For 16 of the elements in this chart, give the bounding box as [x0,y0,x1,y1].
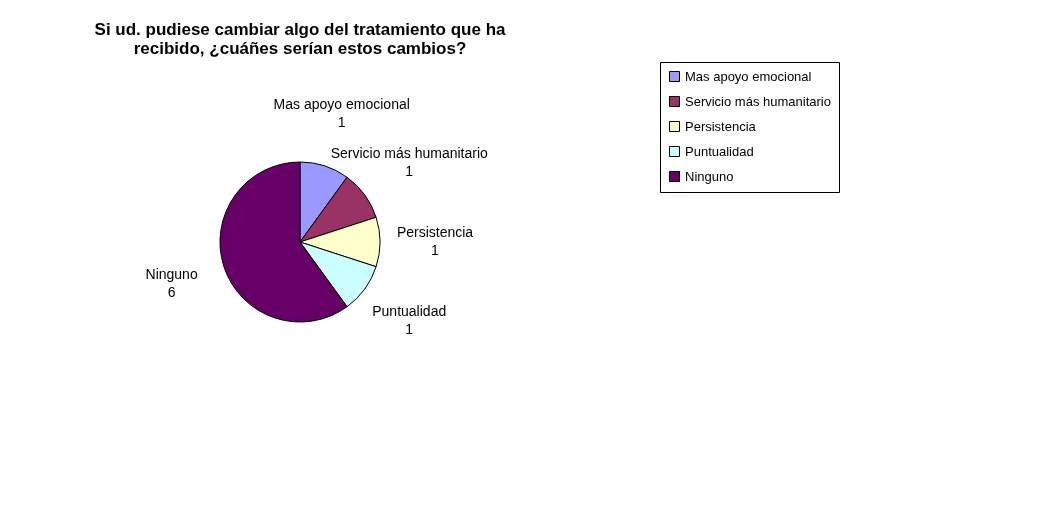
legend-label: Persistencia [685,118,757,134]
slice-label: Ninguno [145,265,198,282]
legend-label: Puntualidad [685,143,754,159]
chart-title: Si ud. pudiese cambiar algo del tratamiento que ha recibido, ¿cuáñes serían estos cambios? [94,19,507,58]
legend-label: Ninguno [685,168,734,184]
slice-label: Puntualidad [372,303,447,320]
data-label: 1 [405,162,414,179]
data-label: 1 [405,321,414,338]
slice-label: Servicio más humanitario [330,144,489,161]
legend-label: Servicio más humanitario [685,93,831,109]
legend-label: Mas apoyo emocional [685,68,812,84]
slice-label: Mas apoyo emocional [273,95,410,112]
data-label: 1 [337,113,346,130]
slice-label: Persistencia [396,224,474,240]
data-label: 6 [167,283,176,300]
data-label: 1 [431,242,440,258]
